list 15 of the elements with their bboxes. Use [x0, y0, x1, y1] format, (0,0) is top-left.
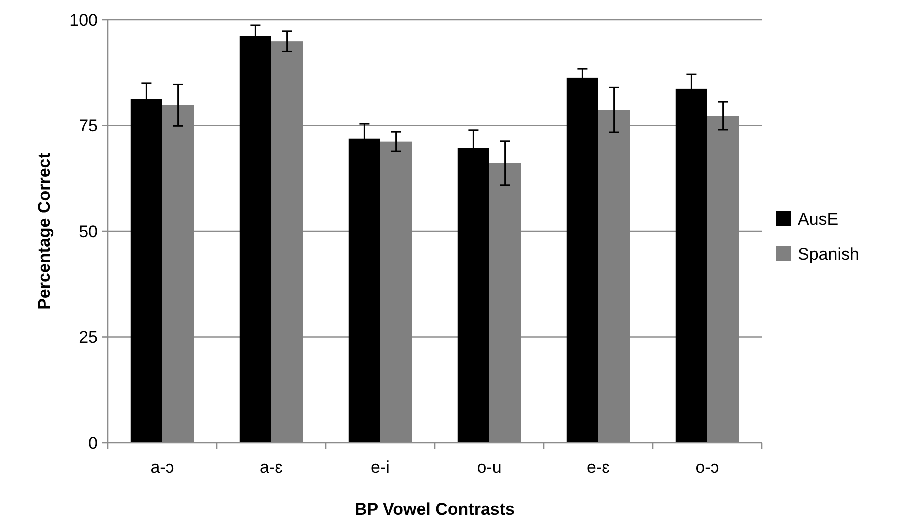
y-tick-label: 0	[88, 434, 98, 453]
x-tick-label: o-u	[477, 458, 502, 477]
y-tick-label: 25	[79, 328, 98, 348]
x-tick-label: o-ɔ	[696, 458, 720, 477]
x-tick-label: e-ɛ	[587, 458, 610, 477]
x-tick-label: a-ɔ	[150, 458, 174, 477]
y-tick-label: 75	[79, 116, 98, 136]
y-axis-title: Percentage Correct	[35, 152, 54, 310]
y-tick-label: 50	[79, 222, 98, 242]
legend-label: Spanish	[798, 244, 860, 264]
x-tick-label: e-i	[371, 458, 390, 477]
x-axis-title: BP Vowel Contrasts	[355, 500, 515, 519]
y-tick-label: 100	[70, 10, 98, 30]
legend-label: AusE	[798, 210, 839, 229]
x-tick-label: a-ɛ	[260, 458, 284, 477]
